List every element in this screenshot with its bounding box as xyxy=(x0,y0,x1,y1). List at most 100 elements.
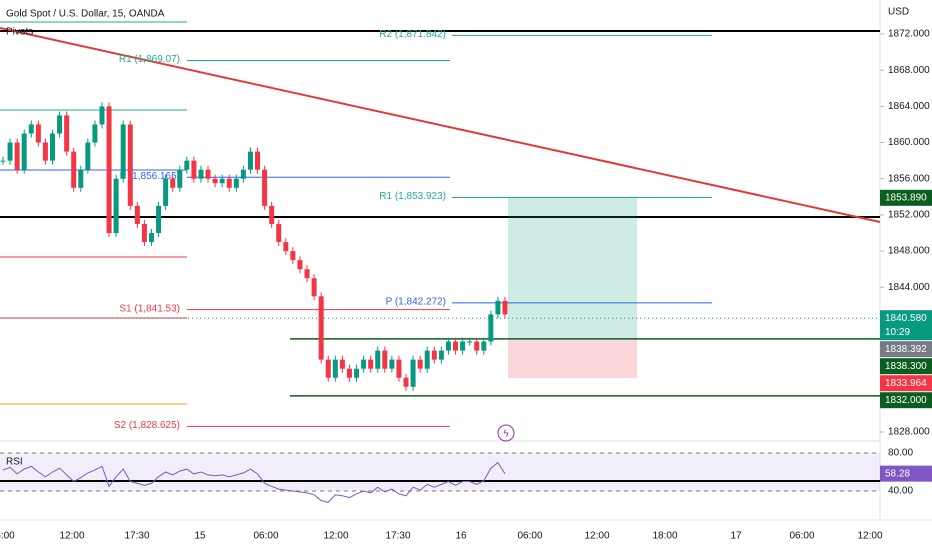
candle xyxy=(318,296,324,360)
candle xyxy=(325,359,331,378)
candle xyxy=(163,178,169,206)
candle xyxy=(198,169,204,179)
candle xyxy=(14,142,20,170)
candle xyxy=(460,341,466,351)
candle xyxy=(339,359,345,369)
candle xyxy=(396,359,402,378)
candle xyxy=(177,169,183,188)
candle xyxy=(276,223,282,243)
candle xyxy=(148,233,154,243)
y-tick-label: 1848.000 xyxy=(888,246,930,257)
pivot-label: R1 (1,853.923) xyxy=(379,191,446,202)
candle xyxy=(120,124,126,179)
candle xyxy=(21,133,27,170)
x-tick-label: 17:30 xyxy=(124,531,149,542)
candle xyxy=(28,124,34,134)
candle xyxy=(445,341,451,351)
candle xyxy=(346,368,352,378)
candle xyxy=(481,341,487,351)
rsi-tick-label: 80.00 xyxy=(888,448,913,459)
x-tick-label: 12:00 xyxy=(59,531,84,542)
currency: USD xyxy=(888,7,909,18)
candle xyxy=(106,106,112,233)
price-tag xyxy=(880,392,932,409)
event-icon-glyph: ϟ xyxy=(503,429,509,440)
candle xyxy=(240,169,246,179)
candle xyxy=(233,178,239,188)
symbol-title: Gold Spot / U.S. Dollar, 15, OANDA xyxy=(6,9,165,20)
candle xyxy=(42,142,48,161)
x-tick-label: 18:00 xyxy=(652,531,677,542)
y-tick-label: 1856.000 xyxy=(888,173,930,184)
price-tag-label: 1832.000 xyxy=(885,395,927,406)
candle xyxy=(354,368,360,378)
indicator-name: Pivots xyxy=(6,27,33,38)
candle xyxy=(269,205,275,224)
candle xyxy=(361,359,367,369)
candle xyxy=(255,151,261,170)
price-tag xyxy=(880,310,932,341)
y-tick-label: 1828.000 xyxy=(888,427,930,438)
y-tick-label: 1864.000 xyxy=(888,101,930,112)
candle xyxy=(64,115,70,152)
candle xyxy=(184,160,190,170)
pivot-label: P (1,842.272) xyxy=(386,297,446,308)
candle xyxy=(49,133,55,161)
candle xyxy=(170,178,176,188)
candle xyxy=(438,350,444,360)
price-tag-label: 1838.300 xyxy=(885,361,927,372)
price-tag-label: 1833.964 xyxy=(885,378,927,389)
candle xyxy=(368,359,374,369)
rsi-tick-label: 40.00 xyxy=(888,486,913,497)
candle xyxy=(226,178,232,188)
candle xyxy=(219,178,225,184)
price-tag-countdown: 10:29 xyxy=(885,327,910,338)
candle xyxy=(262,169,268,206)
y-tick-label: 1860.000 xyxy=(888,137,930,148)
x-tick-label: 06:00 xyxy=(789,531,814,542)
pivot-label: R2 (1,871.842) xyxy=(379,29,446,40)
candle xyxy=(304,269,310,279)
x-tick-label: 17:30 xyxy=(385,531,410,542)
price-tag xyxy=(880,341,932,358)
candle xyxy=(283,242,289,252)
price-tag-label: 1840.580 xyxy=(885,313,927,324)
x-tick-label: 12:00 xyxy=(857,531,882,542)
x-tick-label: 12:00 xyxy=(584,531,609,542)
x-tick-label: 06:00 xyxy=(517,531,542,542)
candle xyxy=(290,251,296,261)
rsi-tag-label: 58.28 xyxy=(885,468,910,479)
candle xyxy=(332,359,338,378)
candle xyxy=(127,124,133,206)
candle xyxy=(488,314,494,342)
pivot-label: R1 (1,869.07) xyxy=(119,54,180,65)
y-tick-label: 1868.000 xyxy=(888,65,930,76)
candle xyxy=(403,377,409,387)
candle xyxy=(113,178,119,233)
candle xyxy=(453,341,459,351)
candle xyxy=(375,350,381,369)
y-tick-label: 1844.000 xyxy=(888,282,930,293)
candle xyxy=(424,350,430,369)
candle xyxy=(205,169,211,179)
candle xyxy=(410,359,416,387)
candle xyxy=(0,160,6,162)
candle xyxy=(431,350,437,360)
candle xyxy=(57,115,63,134)
candle xyxy=(191,160,197,179)
candle xyxy=(134,205,140,224)
candle xyxy=(92,124,98,143)
event-icon[interactable] xyxy=(497,424,515,442)
candle xyxy=(495,300,501,315)
candle xyxy=(389,359,395,369)
price-tag-label: 1853.890 xyxy=(885,192,927,203)
candle xyxy=(99,106,105,125)
price-tag xyxy=(880,358,932,375)
y-tick-label: 1872.000 xyxy=(888,29,930,40)
candle xyxy=(311,278,317,297)
candle xyxy=(382,350,388,369)
x-tick-label: 06:00 xyxy=(253,531,278,542)
candle xyxy=(247,151,253,170)
